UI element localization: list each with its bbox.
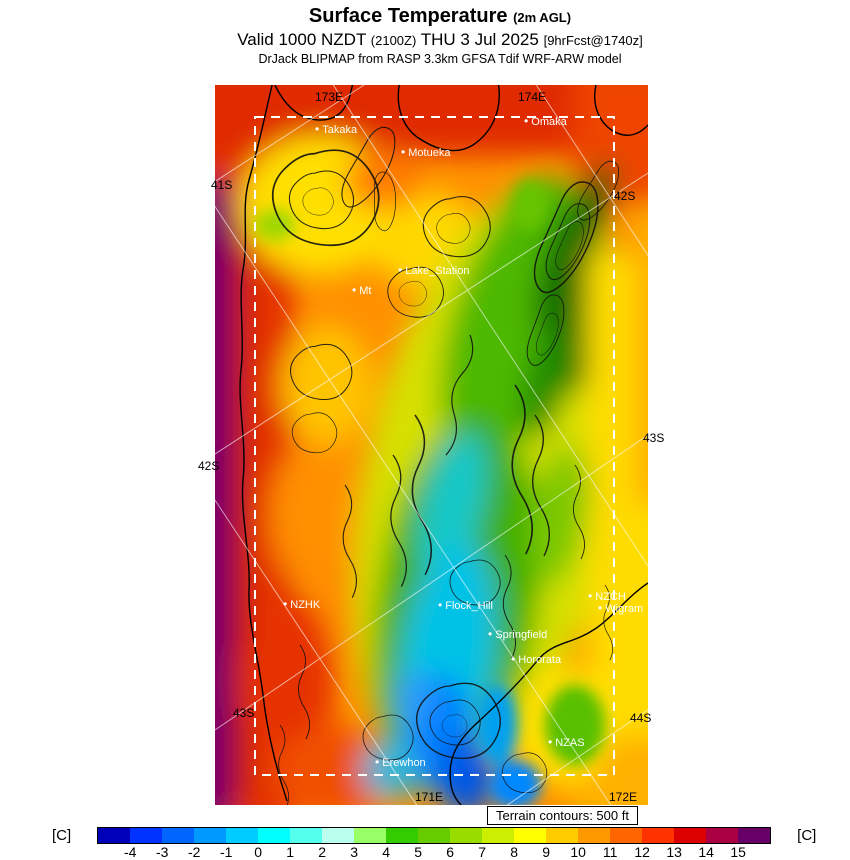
colorbar-tick: 4: [382, 844, 391, 860]
colorbar: [C] -4 -3 -2 -1 0 1 2 3 4 5 6 7 8 9 10 11 12 13 14 15 [C]: [52, 827, 817, 860]
colorbar-segment: [258, 828, 291, 843]
colorbar-tick: -3: [155, 844, 169, 860]
colorbar-tick: -4: [123, 844, 137, 860]
colorbar-tick: 15: [730, 844, 746, 860]
colorbar-segment: [386, 828, 419, 843]
colorbar-segment: [738, 828, 771, 843]
colorbar-tick: 6: [446, 844, 455, 860]
colorbar-segment: [706, 828, 739, 843]
title-block: Surface Temperature (2m AGL) Valid 1000 …: [30, 5, 850, 66]
colorbar-segment: [546, 828, 579, 843]
colorbar-tick: 1: [286, 844, 295, 860]
terrain-note: Terrain contours: 500 ft: [487, 806, 638, 825]
colorbar-tick: 8: [510, 844, 519, 860]
colorbar-segment: [194, 828, 227, 843]
map-area: • Takaka • Motueka • Omaka • Lake_Station • …: [198, 85, 664, 805]
latlon-graticule: [215, 85, 648, 805]
title-suffix: (2m AGL): [513, 10, 572, 25]
colorbar-segment: [578, 828, 611, 843]
colorbar-unit-right: [C]: [797, 827, 817, 844]
colorbar-bar: -4 -3 -2 -1 0 1 2 3 4 5 6 7 8 9 10 11 12 13 14 15: [97, 827, 772, 860]
colorbar-segment: [98, 828, 131, 843]
colorbar-tick: 13: [666, 844, 682, 860]
colorbar-tick: -2: [187, 844, 201, 860]
colorbar-segment: [418, 828, 451, 843]
colorbar-segment: [162, 828, 195, 843]
colorbar-tick: 11: [602, 844, 618, 860]
valid-prefix: Valid 1000 NZDT: [237, 30, 367, 49]
colorbar-tick: -1: [219, 844, 233, 860]
colorbar-segment: [514, 828, 547, 843]
colorbar-segment: [674, 828, 707, 843]
colorbar-segment: [482, 828, 515, 843]
colorbar-tick: 10: [570, 844, 586, 860]
page-title: Surface Temperature (2m AGL): [30, 5, 850, 28]
coastline: [239, 85, 648, 805]
model-info-line: DrJack BLIPMAP from RASP 3.3km GFSA Tdif…: [258, 51, 622, 66]
valid-date: THU 3 Jul 2025: [420, 30, 539, 49]
colorbar-tick: 12: [634, 844, 650, 860]
colorbar-tick: 9: [542, 844, 551, 860]
colorbar-segment: [610, 828, 643, 843]
colorbar-tick: 14: [698, 844, 714, 860]
colorbar-tick: 7: [478, 844, 487, 860]
colorbar-tick: 5: [414, 844, 423, 860]
colorbar-segment: [226, 828, 259, 843]
temperature-field-svg: [215, 85, 648, 805]
colorbar-segment: [290, 828, 323, 843]
valid-time-line: Valid 1000 NZDT (2100Z) THU 3 Jul 2025 […: [30, 30, 850, 50]
colorbar-tick: 3: [350, 844, 359, 860]
colorbar-segment: [354, 828, 387, 843]
valid-zulu: (2100Z): [370, 33, 417, 48]
title-main: Surface Temperature: [308, 5, 508, 27]
colorbar-tick: 2: [318, 844, 327, 860]
domain-boundary-box: [254, 116, 615, 776]
colorbar-segment: [450, 828, 483, 843]
temperature-field-blobs: [215, 85, 648, 805]
forecast-info: [9hrFcst@1740z]: [543, 33, 643, 48]
colorbar-unit-left: [C]: [52, 827, 72, 844]
colorbar-segment: [322, 828, 355, 843]
colorbar-segment: [130, 828, 163, 843]
temperature-field-details: [255, 179, 605, 805]
colorbar-tick: 0: [254, 844, 263, 860]
colorbar-segment: [642, 828, 675, 843]
